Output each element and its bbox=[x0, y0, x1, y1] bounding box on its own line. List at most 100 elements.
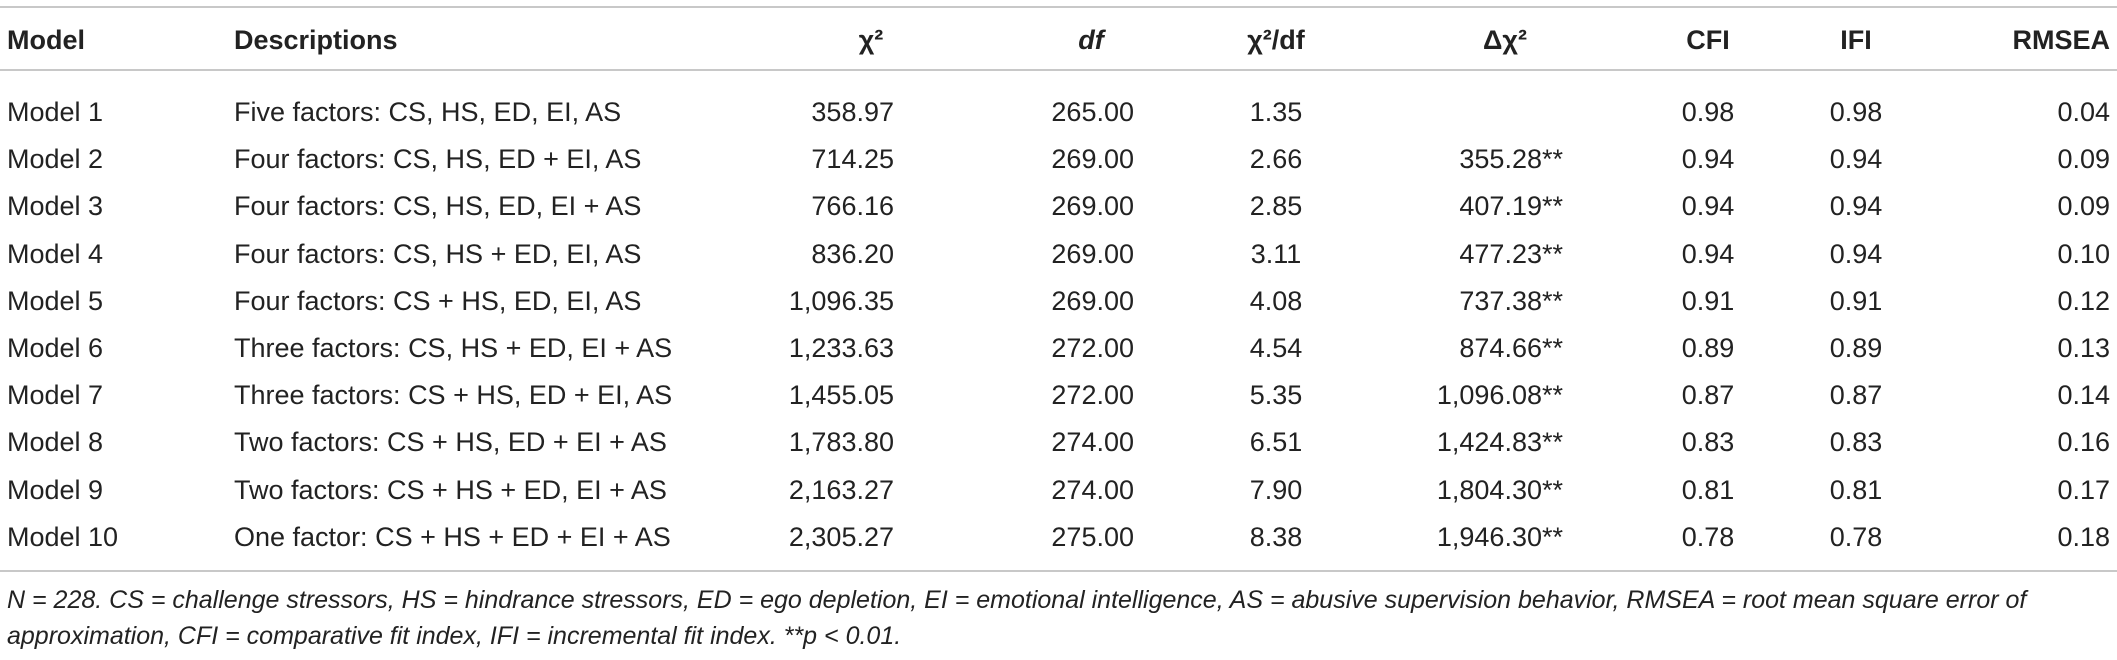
table-cell: 272.00 bbox=[1051, 333, 1134, 363]
table-cell: 0.91 bbox=[1829, 285, 1883, 316]
table-cell: 272.00 bbox=[1051, 380, 1134, 411]
table-cell: 1,783.80 bbox=[788, 427, 894, 458]
bottom-rule bbox=[0, 570, 2117, 572]
table-cell: Four factors: CS + HS, ED, EI, AS bbox=[234, 285, 642, 316]
column-header: χ²/df bbox=[1247, 25, 1305, 55]
table-cell: 269.00 bbox=[1051, 144, 1134, 175]
table-cell: 2.66 bbox=[1249, 144, 1303, 175]
table-cell: Model 3 bbox=[7, 191, 104, 222]
table-cell: 4.08 bbox=[1249, 285, 1303, 316]
table-cell: 0.98 bbox=[1829, 97, 1883, 127]
table-cell: 0.04 bbox=[2057, 97, 2110, 127]
table-cell: 0.94 bbox=[1829, 238, 1883, 269]
table-cell: 766.16 bbox=[811, 191, 894, 222]
table-cell: 1.35 bbox=[1249, 97, 1303, 127]
table-cell: 0.83 bbox=[1829, 427, 1883, 458]
table-cell: 2,305.27 bbox=[788, 521, 894, 552]
table-cell: 0.94 bbox=[1829, 144, 1883, 175]
table-cell: 407.19** bbox=[1459, 191, 1563, 222]
table-cell: 274.00 bbox=[1051, 474, 1134, 505]
table-cell: 714.25 bbox=[811, 144, 894, 175]
table-cell: 0.14 bbox=[2057, 380, 2110, 411]
table-cell: 0.18 bbox=[2057, 521, 2110, 552]
column-header: RMSEA bbox=[2012, 25, 2110, 55]
table-cell: 1,455.05 bbox=[788, 380, 894, 411]
table-cell: 0.94 bbox=[1681, 144, 1735, 175]
header-rule bbox=[0, 69, 2117, 71]
table-cell: 4.54 bbox=[1249, 333, 1303, 363]
table-cell: 0.87 bbox=[1829, 380, 1883, 411]
table-cell: Model 9 bbox=[7, 474, 104, 505]
table-cell: Model 10 bbox=[7, 521, 119, 552]
table-cell: Model 8 bbox=[7, 427, 104, 458]
table-cell: Two factors: CS + HS, ED + EI + AS bbox=[234, 427, 667, 458]
table-cell: 0.09 bbox=[2057, 191, 2110, 222]
table-cell: 269.00 bbox=[1051, 285, 1134, 316]
table-cell: 1,096.35 bbox=[788, 285, 894, 316]
table-cell: 269.00 bbox=[1051, 191, 1134, 222]
table-cell: Model 4 bbox=[7, 238, 104, 269]
table-cell: 0.94 bbox=[1681, 191, 1735, 222]
table-cell: 836.20 bbox=[811, 238, 894, 269]
column-header: Descriptions bbox=[234, 25, 398, 55]
column-header: Model bbox=[7, 25, 85, 55]
table-cell: 0.16 bbox=[2057, 427, 2110, 458]
table-cell: 0.78 bbox=[1681, 521, 1735, 552]
table-cell: 6.51 bbox=[1249, 427, 1303, 458]
table-cell: 0.87 bbox=[1681, 380, 1735, 411]
table-cell: 0.91 bbox=[1681, 285, 1735, 316]
table-cell: Three factors: CS + HS, ED + EI, AS bbox=[234, 380, 673, 411]
table-cell: 737.38** bbox=[1459, 285, 1563, 316]
table-cell: Model 1 bbox=[7, 97, 104, 127]
table-cell: 2.85 bbox=[1249, 191, 1303, 222]
table-cell: 0.94 bbox=[1829, 191, 1883, 222]
table-cell: Four factors: CS, HS, ED + EI, AS bbox=[234, 144, 642, 175]
column-header: IFI bbox=[1840, 25, 1872, 55]
table-cell: Model 5 bbox=[7, 285, 104, 316]
table-cell: 1,804.30** bbox=[1436, 474, 1563, 505]
column-header: df bbox=[1078, 25, 1104, 55]
top-rule bbox=[0, 6, 2117, 8]
table-cell: 0.81 bbox=[1829, 474, 1883, 505]
table-cell: 0.94 bbox=[1681, 238, 1735, 269]
table-cell: 7.90 bbox=[1249, 474, 1303, 505]
table-cell: 1,946.30** bbox=[1436, 521, 1563, 552]
table-cell: 0.09 bbox=[2057, 144, 2110, 175]
table-cell: 0.10 bbox=[2057, 238, 2110, 269]
table-cell: Three factors: CS, HS + ED, EI + AS bbox=[234, 333, 673, 363]
table-cell: 0.78 bbox=[1829, 521, 1883, 552]
table-cell: 0.12 bbox=[2057, 285, 2110, 316]
table-cell: Model 2 bbox=[7, 144, 104, 175]
column-header: Δχ² bbox=[1483, 25, 1527, 55]
table-cell: 269.00 bbox=[1051, 238, 1134, 269]
table-cell: 265.00 bbox=[1051, 97, 1134, 127]
column-header: CFI bbox=[1686, 25, 1730, 55]
table-cell: 874.66** bbox=[1459, 333, 1563, 363]
table-cell: 8.38 bbox=[1249, 521, 1303, 552]
table-cell: Five factors: CS, HS, ED, EI, AS bbox=[234, 97, 622, 127]
table-cell: 3.11 bbox=[1250, 238, 1302, 269]
table-cell: Model 7 bbox=[7, 380, 104, 411]
table-cell: 0.98 bbox=[1681, 97, 1735, 127]
table-cell: Two factors: CS + HS + ED, EI + AS bbox=[234, 474, 667, 505]
table-cell: 0.89 bbox=[1681, 333, 1735, 363]
table-cell: 477.23** bbox=[1459, 238, 1563, 269]
table-cell: Four factors: CS, HS + ED, EI, AS bbox=[234, 238, 642, 269]
table-cell: 1,424.83** bbox=[1436, 427, 1563, 458]
column-header: χ² bbox=[858, 25, 884, 55]
table-cell: 2,163.27 bbox=[788, 474, 894, 505]
table-cell: 275.00 bbox=[1051, 521, 1134, 552]
table-cell: 1,096.08** bbox=[1436, 380, 1563, 411]
table-cell: Four factors: CS, HS, ED, EI + AS bbox=[234, 191, 642, 222]
table-cell: 355.28** bbox=[1459, 144, 1563, 175]
table-cell: 0.89 bbox=[1829, 333, 1883, 363]
table-cell: 0.83 bbox=[1681, 427, 1735, 458]
table-cell: 0.13 bbox=[2057, 333, 2110, 363]
table-cell: 0.81 bbox=[1681, 474, 1735, 505]
table-cell: 358.97 bbox=[811, 97, 894, 127]
table-cell: 1,233.63 bbox=[788, 333, 894, 363]
table-cell: Model 6 bbox=[7, 333, 104, 363]
table-cell: 5.35 bbox=[1249, 380, 1303, 411]
table-cell: 274.00 bbox=[1051, 427, 1134, 458]
